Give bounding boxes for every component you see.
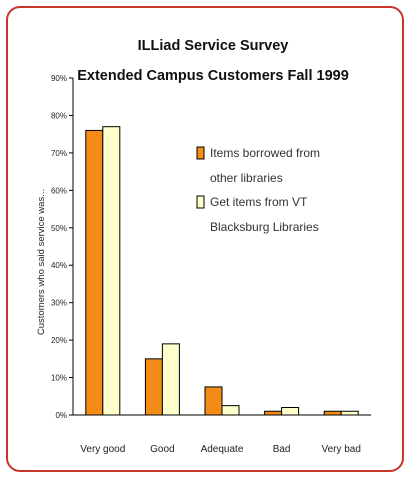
y-tick-label: 80% [51, 111, 67, 120]
y-tick-label: 0% [55, 411, 67, 420]
x-tick-label: Bad [273, 444, 291, 455]
bar-series-2 [221, 405, 240, 416]
y-tick-label: 30% [51, 299, 67, 308]
y-axis-label: Customers who said service was... [36, 189, 47, 335]
y-tick-label: 70% [51, 149, 67, 158]
legend-label-series-2-line-1: Get items from VT [210, 195, 308, 209]
plot-area: 0% 10% 20% 30% 40% 50% 60% 70% 80% 90% Very good Go… [51, 74, 371, 455]
bar-series-1 [85, 129, 104, 416]
x-tick-label: Good [150, 444, 174, 455]
bar-series-2 [161, 343, 180, 416]
y-tick-label: 20% [51, 336, 67, 345]
bar-series-1 [144, 358, 163, 416]
chart-title-line-2: Extended Campus Customers Fall 1999 [77, 68, 349, 84]
legend-swatch-series-1 [196, 146, 205, 160]
y-tick-label: 40% [51, 261, 67, 270]
y-tick-label: 60% [51, 186, 67, 195]
x-tick-label: Very good [80, 444, 125, 455]
bar-series-1 [204, 386, 223, 416]
x-tick-label: Very bad [321, 444, 360, 455]
bar-series-1 [323, 410, 342, 416]
bar-series-2 [281, 407, 300, 416]
legend-label-series-2-line-2: Blacksburg Libraries [210, 220, 319, 234]
bar-series-1 [264, 410, 283, 416]
bar-series-2 [102, 126, 121, 416]
bar-series-2 [340, 410, 359, 416]
legend-label-series-1-line-2: other libraries [210, 171, 283, 185]
chart-title-line-1: ILLiad Service Survey [138, 38, 289, 54]
legend-swatch-series-2 [196, 195, 205, 209]
y-tick-label: 50% [51, 224, 67, 233]
y-tick-label: 10% [51, 374, 67, 383]
legend: Items borrowed from other libraries Get … [196, 146, 320, 234]
y-tick-label: 90% [51, 74, 67, 83]
legend-label-series-1-line-1: Items borrowed from [210, 146, 320, 160]
x-tick-label: Adequate [201, 444, 244, 455]
